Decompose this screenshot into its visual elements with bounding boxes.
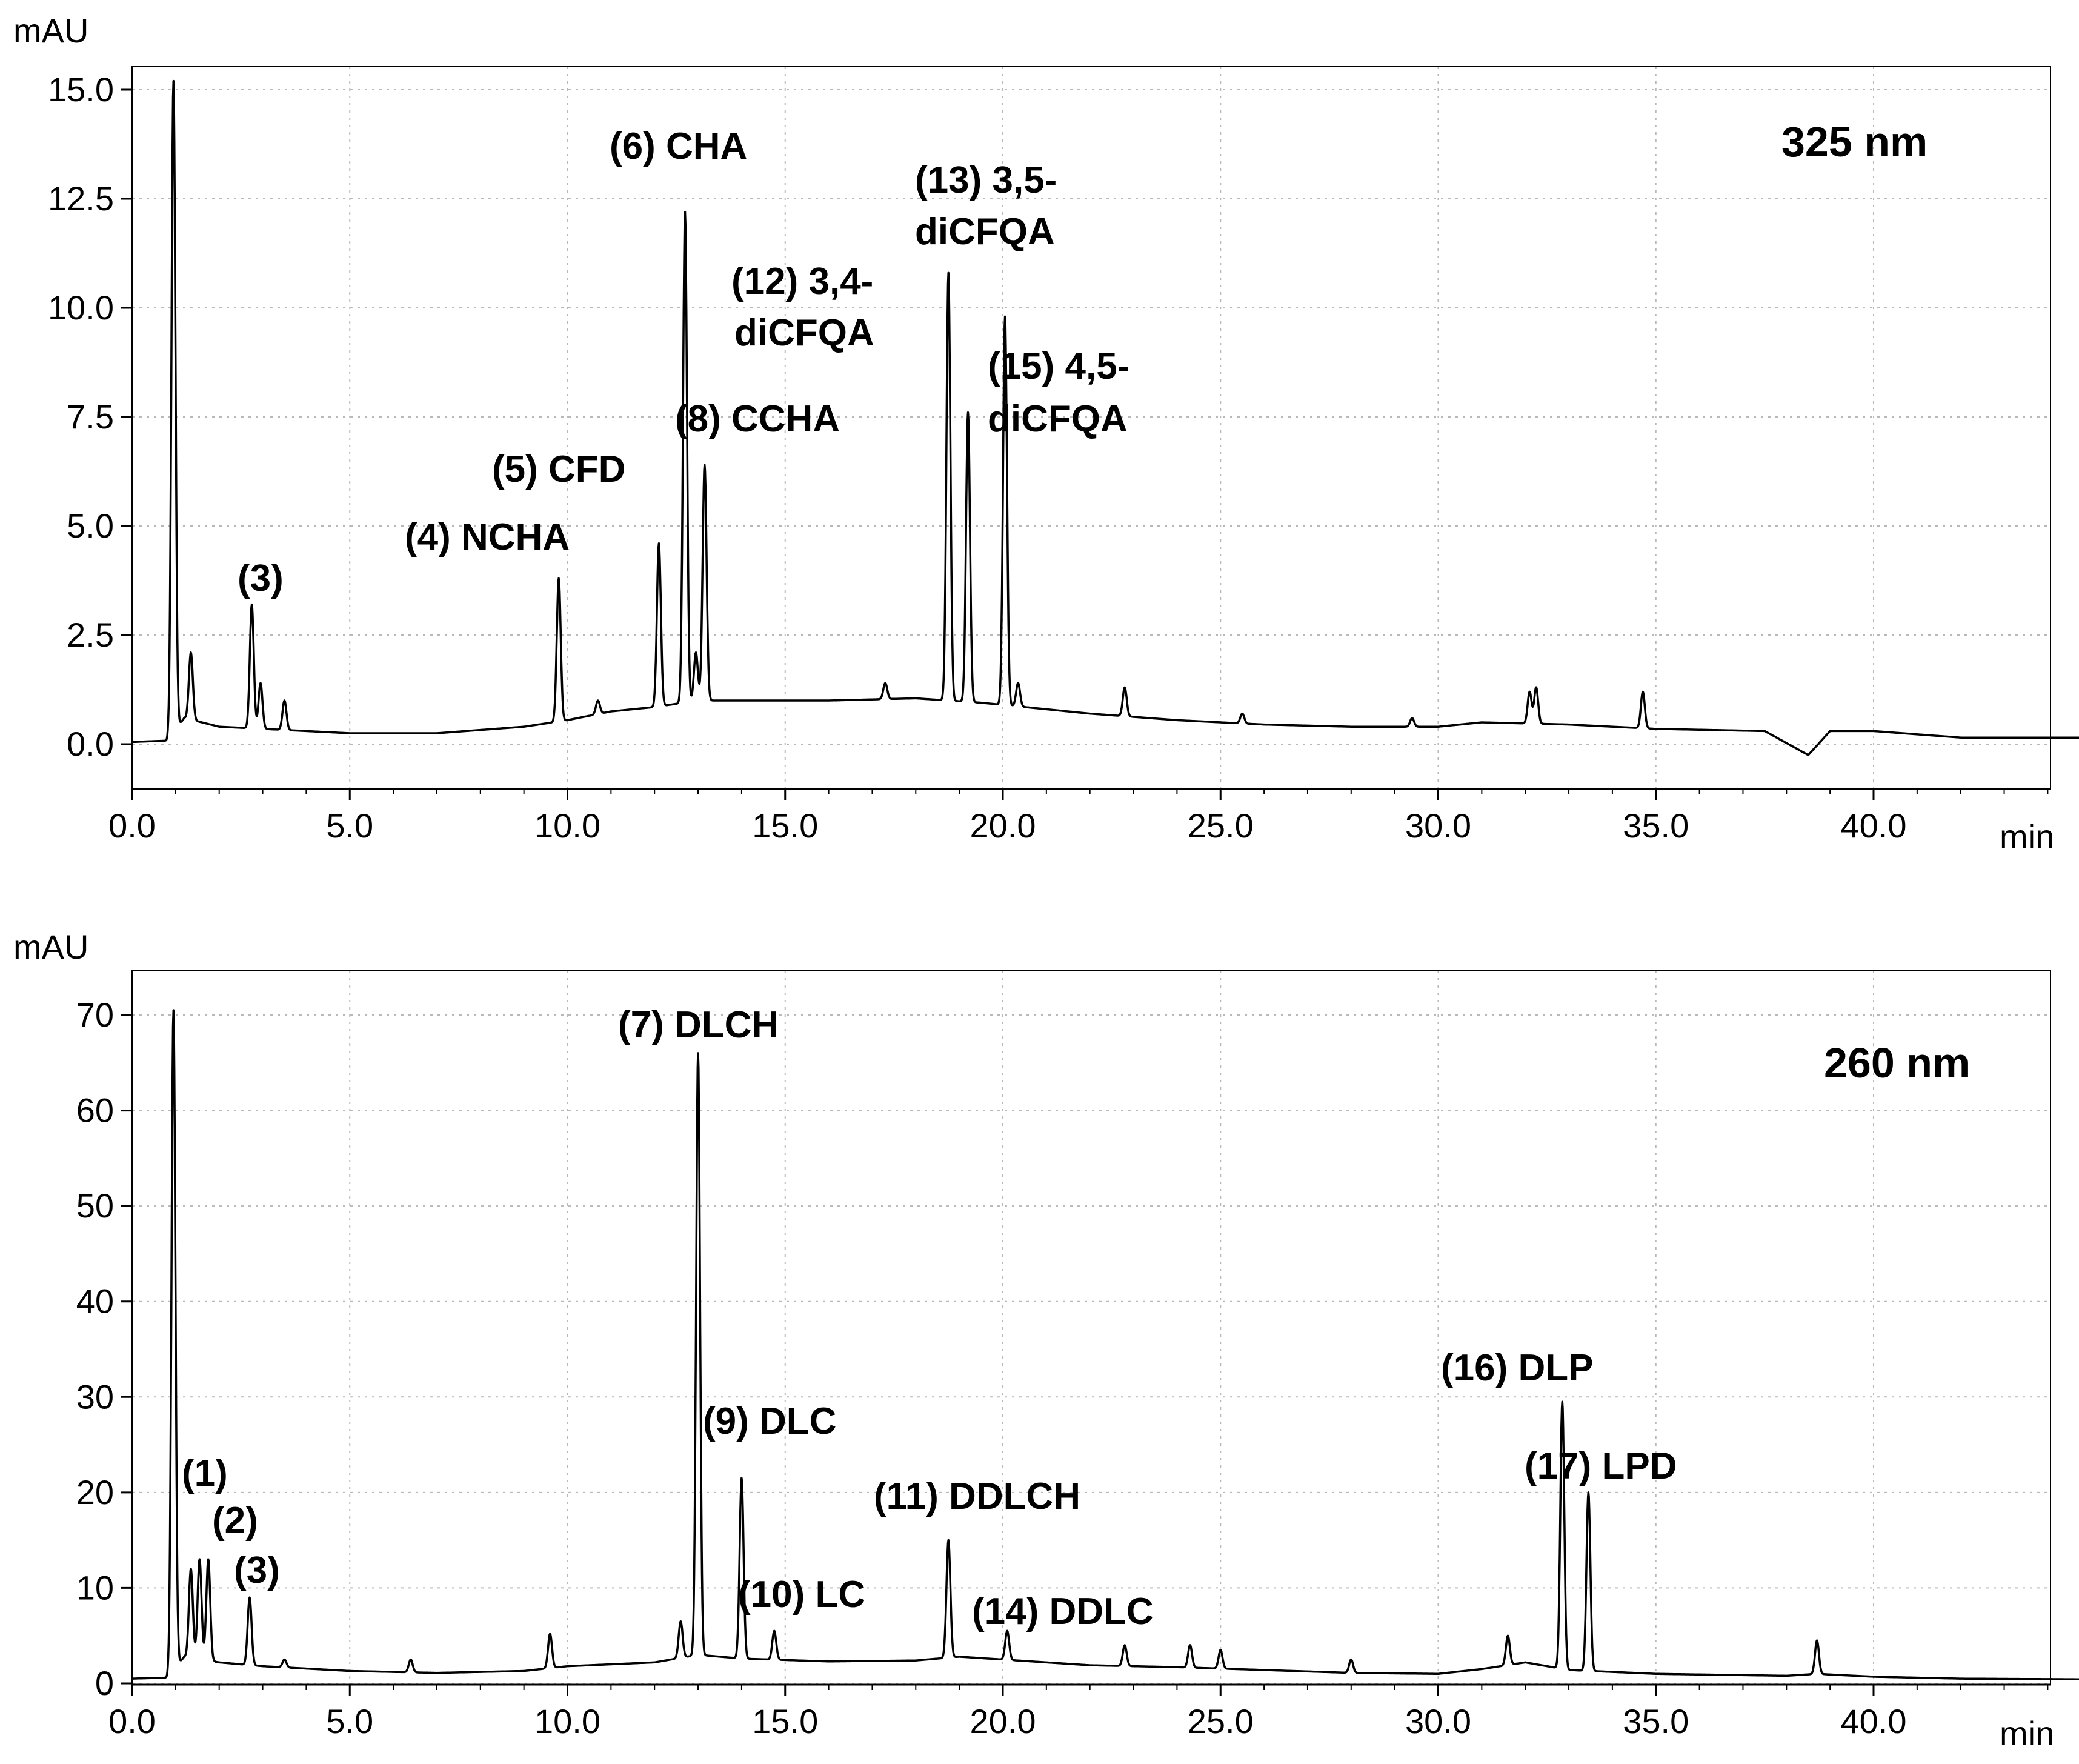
y-tick-label: 10 xyxy=(76,1568,114,1606)
chromatogram-260nm: 0.0 5.0 10.0 15.0 20.0 25.0 30.0 35.0 40.0 0 10 20 3… xyxy=(13,928,2079,1752)
peak-label-15-line2: diCFQA xyxy=(988,398,1128,440)
y-tick-label: 50 xyxy=(76,1187,114,1225)
wavelength-label: 260 nm xyxy=(1824,1039,1970,1087)
x-unit-label: min xyxy=(2000,817,2054,856)
peak-label-16: (16) DLP xyxy=(1441,1347,1593,1389)
x-tick-label: 25.0 xyxy=(1188,807,1254,845)
x-tick-label: 5.0 xyxy=(326,807,373,845)
y-tick-label: 12.5 xyxy=(48,179,114,218)
x-tick-label: 20.0 xyxy=(970,807,1036,845)
y-unit-label: mAU xyxy=(13,928,88,966)
x-tick-label: 30.0 xyxy=(1405,807,1471,845)
plot-frame xyxy=(131,970,2051,1685)
x-tick-label: 40.0 xyxy=(1841,807,1907,845)
y-tick-label: 0.0 xyxy=(67,725,114,763)
x-tick-label: 40.0 xyxy=(1841,1702,1907,1740)
peak-label-9: (9) DLC xyxy=(703,1400,836,1442)
y-tick-label: 20 xyxy=(76,1473,114,1511)
y-tick-label: 7.5 xyxy=(67,398,114,436)
peak-label-7: (7) DLCH xyxy=(618,1004,779,1046)
y-tick-label: 40 xyxy=(76,1282,114,1320)
x-tick-label: 35.0 xyxy=(1623,1702,1689,1740)
y-tick-label: 60 xyxy=(76,1091,114,1130)
x-tick-label: 5.0 xyxy=(326,1702,373,1740)
peak-label-6: (6) CHA xyxy=(610,125,747,167)
x-tick-label: 0.0 xyxy=(108,1702,156,1740)
peak-label-13-line1: (13) 3,5- xyxy=(915,159,1057,201)
y-tick-label: 15.0 xyxy=(48,70,114,108)
x-tick-label: 30.0 xyxy=(1405,1702,1471,1740)
peak-label-17: (17) LPD xyxy=(1525,1445,1677,1487)
y-tick-label: 0 xyxy=(95,1664,114,1702)
x-tick-label: 0.0 xyxy=(108,807,156,845)
peak-label-10: (10) LC xyxy=(738,1574,865,1616)
peak-label-11: (11) DDLCH xyxy=(874,1476,1080,1517)
chromatogram-trace xyxy=(131,1009,2079,1680)
peak-label-2: (2) xyxy=(212,1500,258,1542)
x-unit-label: min xyxy=(2000,1714,2054,1752)
peak-label-8: (8) CCHA xyxy=(675,398,840,440)
y-tick-label: 70 xyxy=(76,996,114,1034)
ticks: 0.0 5.0 10.0 15.0 20.0 25.0 30.0 35.0 40.0 0.0 2.5… xyxy=(48,70,2049,845)
chromatogram-325nm: 0.0 5.0 10.0 15.0 20.0 25.0 30.0 35.0 40.0 0.0 2.5… xyxy=(13,12,2079,856)
peak-label-15-line1: (15) 4,5- xyxy=(988,345,1129,387)
peak-label-12-line2: diCFQA xyxy=(734,312,874,354)
chromatogram-trace xyxy=(131,79,2079,756)
peak-label-12-line1: (12) 3,4- xyxy=(731,261,873,302)
peak-label-3: (3) xyxy=(234,1549,280,1591)
peak-label-5: (5) CFD xyxy=(492,448,625,490)
peak-label-3: (3) xyxy=(238,557,284,599)
x-tick-label: 15.0 xyxy=(752,807,818,845)
y-unit-label: mAU xyxy=(13,12,88,50)
x-tick-label: 20.0 xyxy=(970,1702,1036,1740)
wavelength-label: 325 nm xyxy=(1781,118,1928,165)
peak-label-1: (1) xyxy=(182,1453,228,1494)
x-tick-label: 15.0 xyxy=(752,1702,818,1740)
y-tick-label: 30 xyxy=(76,1377,114,1416)
x-tick-label: 10.0 xyxy=(534,1702,600,1740)
x-tick-label: 10.0 xyxy=(534,807,600,845)
peak-label-4: (4) NCHA xyxy=(405,516,570,558)
peak-label-14: (14) DDLC xyxy=(972,1591,1154,1633)
x-tick-label: 25.0 xyxy=(1188,1702,1254,1740)
y-tick-label: 2.5 xyxy=(67,616,114,654)
x-tick-label: 35.0 xyxy=(1623,807,1689,845)
y-tick-label: 5.0 xyxy=(67,507,114,545)
ticks: 0.0 5.0 10.0 15.0 20.0 25.0 30.0 35.0 40.0 0 10 20 3… xyxy=(76,996,2049,1740)
grid xyxy=(132,971,2051,1685)
peak-label-13-line2: diCFQA xyxy=(915,211,1055,253)
y-tick-label: 10.0 xyxy=(48,288,114,327)
